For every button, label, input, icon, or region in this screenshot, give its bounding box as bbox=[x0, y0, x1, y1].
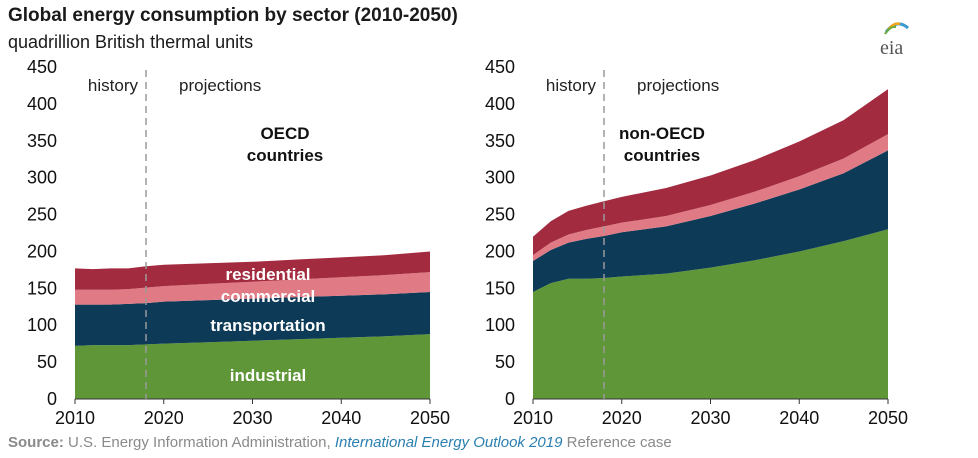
region-label: OECD bbox=[260, 124, 309, 143]
y-tick-label: 100 bbox=[27, 315, 57, 335]
y-tick-label: 300 bbox=[27, 168, 57, 188]
y-tick-label: 0 bbox=[47, 389, 57, 409]
y-tick-label: 200 bbox=[27, 241, 57, 261]
x-tick-label: 2050 bbox=[410, 408, 450, 428]
area-industrial bbox=[533, 229, 888, 399]
region-label: countries bbox=[624, 146, 701, 165]
x-tick-label: 2030 bbox=[232, 408, 272, 428]
y-tick-label: 50 bbox=[495, 352, 515, 372]
y-tick-label: 150 bbox=[485, 278, 515, 298]
projections-label: projections bbox=[637, 76, 719, 95]
y-tick-label: 450 bbox=[27, 57, 57, 77]
source-publication: International Energy Outlook 2019 bbox=[334, 434, 563, 451]
y-tick-label: 200 bbox=[485, 241, 515, 261]
series-label-transportation: transportation bbox=[210, 316, 325, 335]
projections-label: projections bbox=[179, 76, 261, 95]
logo-text: eia bbox=[880, 37, 903, 58]
series-label-residential: residential bbox=[225, 265, 310, 284]
area-commercial bbox=[75, 272, 430, 305]
source-suffix: Reference case bbox=[562, 434, 672, 451]
y-tick-label: 250 bbox=[485, 205, 515, 225]
x-tick-label: 2030 bbox=[690, 408, 730, 428]
source-note: Source: U.S. Energy Information Administ… bbox=[8, 434, 672, 451]
y-tick-label: 0 bbox=[505, 389, 515, 409]
region-label: countries bbox=[247, 146, 324, 165]
x-tick-label: 2020 bbox=[602, 408, 642, 428]
x-tick-label: 2050 bbox=[868, 408, 908, 428]
source-agency: U.S. Energy Information Administration, bbox=[63, 434, 335, 451]
area-commercial bbox=[533, 134, 888, 262]
x-tick-label: 2040 bbox=[321, 408, 361, 428]
y-tick-label: 400 bbox=[27, 94, 57, 114]
y-tick-label: 350 bbox=[27, 131, 57, 151]
y-tick-label: 350 bbox=[485, 131, 515, 151]
y-tick-label: 250 bbox=[27, 205, 57, 225]
area-transportation bbox=[75, 292, 430, 346]
source-prefix: Source: bbox=[8, 434, 64, 451]
history-label: history bbox=[88, 76, 139, 95]
x-tick-label: 2020 bbox=[144, 408, 184, 428]
history-label: history bbox=[546, 76, 597, 95]
area-transportation bbox=[533, 150, 888, 293]
area-residential bbox=[75, 251, 430, 290]
y-tick-label: 100 bbox=[485, 315, 515, 335]
eia-logo-icon: eia bbox=[880, 22, 910, 58]
y-tick-label: 400 bbox=[485, 94, 515, 114]
chart-title: Global energy consumption by sector (201… bbox=[8, 5, 458, 26]
x-tick-label: 2010 bbox=[513, 408, 553, 428]
x-tick-label: 2010 bbox=[55, 408, 95, 428]
y-tick-label: 300 bbox=[485, 168, 515, 188]
y-tick-label: 50 bbox=[37, 352, 57, 372]
series-label-industrial: industrial bbox=[230, 366, 307, 385]
area-industrial bbox=[75, 334, 430, 399]
area-residential bbox=[533, 89, 888, 256]
series-label-commercial: commercial bbox=[221, 287, 316, 306]
y-tick-label: 150 bbox=[27, 278, 57, 298]
chart-subtitle: quadrillion British thermal units bbox=[8, 32, 254, 52]
y-tick-label: 450 bbox=[485, 57, 515, 77]
x-tick-label: 2040 bbox=[779, 408, 819, 428]
region-label: non-OECD bbox=[619, 124, 705, 143]
